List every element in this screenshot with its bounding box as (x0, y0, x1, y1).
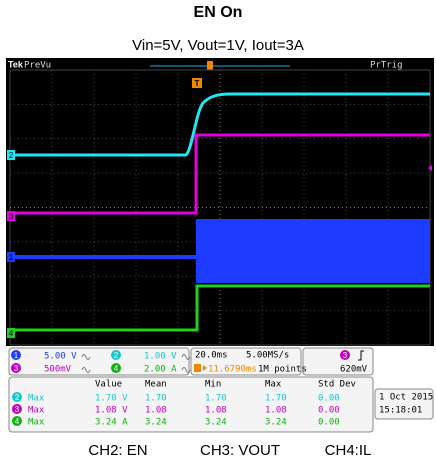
caption: CH2: EN CH3: VOUT CH4:IL (88, 442, 371, 459)
timebase-box (190, 347, 302, 376)
trigger-marker-t: T (195, 79, 200, 88)
channel-badge-label: 4 (15, 417, 20, 426)
channel-badge-label: 2 (114, 351, 119, 360)
record-marker (207, 61, 213, 70)
channel-badge-label: 3 (343, 351, 348, 360)
caption-item: CH2: EN (88, 442, 147, 459)
measurement-cell: 3.24 (145, 418, 167, 428)
channel-badge (12, 404, 22, 414)
channel-marker-label: 2 (9, 151, 14, 160)
trace-ch4 (10, 284, 430, 332)
measurement-cell: 0.00 (318, 406, 340, 416)
channel-marker-label: 4 (9, 329, 14, 338)
measurement-cell: 0.00 (318, 418, 340, 428)
measurement-cell: 1.08 V (95, 406, 128, 416)
measurement-cell: 1.08 (205, 406, 227, 416)
title: EN On (194, 4, 243, 21)
channel-badge-label: 3 (15, 405, 20, 414)
trigger-position: 11.6790ms (208, 365, 257, 375)
measurement-cell: 1.08 (265, 406, 287, 416)
channel-marker (7, 328, 15, 338)
measurement-header: Min (205, 380, 221, 390)
mode: PreVu (24, 61, 51, 71)
measurement-header: Value (95, 380, 122, 390)
channel-marker (7, 150, 15, 160)
channel-marker (7, 211, 15, 221)
channel-box (8, 347, 190, 376)
measurement-cell: 1.08 (145, 406, 167, 416)
channel-scale: 500mV (44, 365, 72, 375)
trigger-level: 620mV (340, 365, 368, 375)
measurement-cell: 1.70 (205, 394, 227, 404)
channel-scale: 2.00 A (144, 365, 177, 375)
graticule (9, 69, 431, 346)
bandwidth-icon (81, 354, 91, 360)
bandwidth-icon (81, 367, 91, 373)
trigger-icon (194, 364, 201, 372)
measurement-header: Max (265, 380, 282, 390)
measurement-cell: 1.70 (145, 394, 167, 404)
channel-badge-label: 2 (15, 393, 20, 402)
channel-badge (111, 363, 121, 373)
measurement-cell: 3.24 (205, 418, 227, 428)
record-length: 1M points (258, 365, 307, 375)
channel-marker (7, 252, 15, 262)
readouts: 1 5.00 V 2 1.00 V 3 500mV 4 2.00 A 20.0ms 5.00MS/… (11, 350, 433, 428)
channel-badge-label: 1 (14, 351, 19, 360)
trigger-level-marker (428, 165, 432, 171)
trigger-box (302, 347, 374, 376)
channel-badge (12, 392, 22, 402)
measurement-type: Max (28, 394, 45, 404)
channel-badge-label: 3 (14, 364, 19, 373)
measurement-cell: 1.70 (265, 394, 287, 404)
measurement-cell: 3.24 A (95, 418, 128, 428)
measurement-type: Max (28, 418, 45, 428)
time: 15:18:01 (379, 406, 422, 416)
channel-badge (11, 350, 21, 360)
measurement-cell: 1.70 V (95, 394, 128, 404)
trigger-arrow (203, 365, 207, 371)
channel-badge (11, 363, 21, 373)
measurement-box (8, 376, 374, 433)
bandwidth-icon (181, 367, 191, 373)
trace-ch2 (10, 92, 430, 157)
date: 1 Oct 2015 (379, 393, 433, 403)
sample-rate: 5.00MS/s (246, 351, 289, 361)
channel-marker-label: 3 (9, 212, 14, 221)
channel-markers: 2 3 1 4 (7, 150, 15, 338)
channel-badge (340, 350, 350, 360)
channel-marker-label: 1 (9, 253, 14, 262)
measurement-header: Mean (145, 380, 167, 390)
measurement-cell: 0.00 (318, 394, 340, 404)
measurement-cell: 3.24 (265, 418, 287, 428)
bandwidth-icon (181, 354, 191, 360)
trace-ch3 (10, 133, 430, 215)
timebase-scale: 20.0ms (195, 351, 228, 361)
brand: Tek (8, 59, 24, 69)
date-box (374, 388, 434, 420)
subtitle: Vin=5V, Vout=1V, Iout=3A (132, 37, 304, 54)
caption-item: CH3: VOUT (200, 442, 280, 459)
channel-badge (111, 350, 121, 360)
trace-ch1-noise (196, 219, 430, 283)
slope-icon (358, 350, 364, 361)
trigger-status: PrTrig (370, 61, 403, 71)
channel-badge-label: 4 (114, 364, 119, 373)
measurement-header: Std Dev (318, 380, 356, 390)
channel-badge (12, 416, 22, 426)
trigger-marker (192, 78, 202, 88)
channel-scale: 1.00 V (144, 352, 177, 362)
measurement-type: Max (28, 406, 45, 416)
caption-item: CH4:IL (325, 442, 372, 459)
channel-scale: 5.00 V (44, 352, 77, 362)
